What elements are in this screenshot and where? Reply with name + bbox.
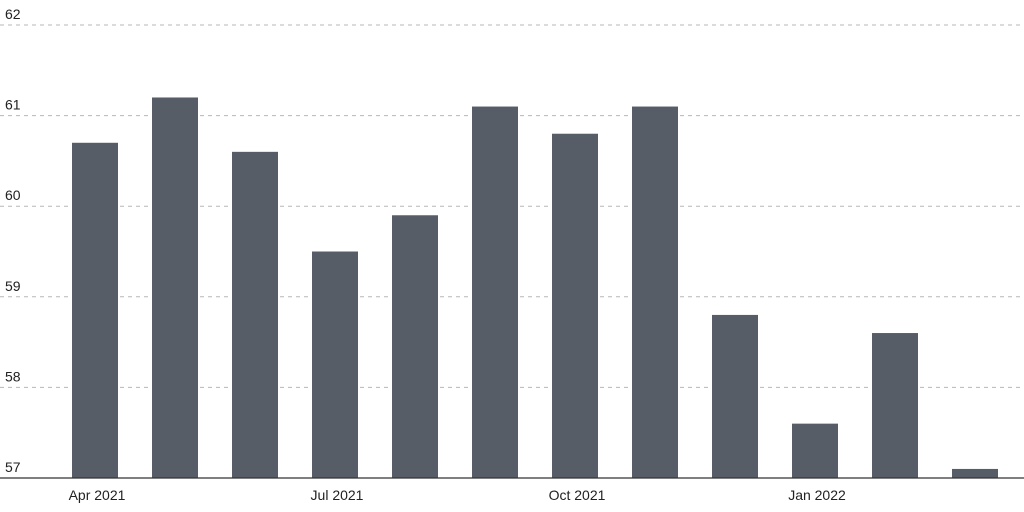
bar-aug-2021 [392, 215, 438, 478]
bar-jun-2021 [232, 151, 278, 478]
y-tick-label: 59 [5, 278, 21, 294]
bar-nov-2021 [632, 106, 678, 478]
bar-feb-2022 [872, 333, 918, 478]
bar-dec-2021 [712, 314, 758, 478]
y-tick-label: 62 [5, 6, 21, 22]
y-tick-label: 58 [5, 368, 21, 384]
y-tick-label: 60 [5, 187, 21, 203]
y-tick-labels: 57 58 59 60 61 62 [5, 6, 21, 475]
bars-layer [72, 97, 998, 478]
bar-jul-2021 [312, 251, 358, 478]
bar-mar-2022 [952, 468, 998, 478]
x-tick-label: Jan 2022 [788, 487, 846, 503]
bar-sep-2021 [472, 106, 518, 478]
x-tick-label: Jul 2021 [311, 487, 364, 503]
bar-jan-2022 [792, 423, 838, 478]
x-tick-label: Apr 2021 [69, 487, 126, 503]
bar-oct-2021 [552, 133, 598, 478]
x-tick-labels: Apr 2021 Jul 2021 Oct 2021 Jan 2022 [69, 487, 846, 503]
y-tick-label: 61 [5, 97, 21, 113]
bar-may-2021 [152, 97, 198, 478]
bar-apr-2021 [72, 142, 118, 478]
x-tick-label: Oct 2021 [549, 487, 606, 503]
y-tick-label: 57 [5, 459, 21, 475]
